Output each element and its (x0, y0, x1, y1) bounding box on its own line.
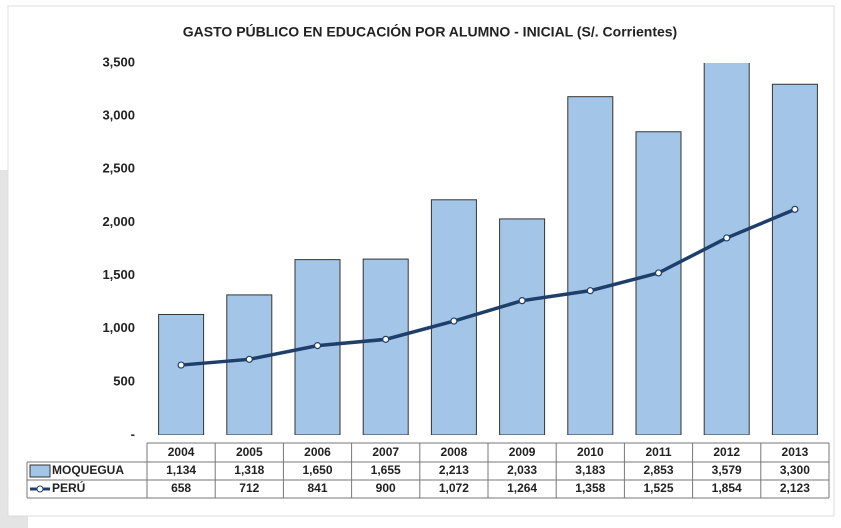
data-label: 1,358 (575, 481, 605, 495)
line-marker (177, 361, 185, 369)
data-label: 900 (376, 481, 396, 495)
data-label: 2,123 (780, 481, 810, 495)
data-label: 1,318 (234, 463, 264, 477)
line-marker (654, 269, 663, 277)
line-marker (313, 342, 322, 350)
legend-label: MOQUEGUA (52, 463, 124, 477)
x-tick-label: 2012 (713, 445, 740, 459)
y-tick-label: 3,500 (102, 54, 135, 69)
data-label: 2,033 (507, 463, 537, 477)
data-label: 1,650 (302, 463, 332, 477)
data-label: 712 (239, 481, 259, 495)
line-marker (723, 234, 731, 242)
x-tick-label: 2004 (168, 445, 195, 459)
plot-area (158, 63, 818, 435)
data-label: 1,072 (439, 481, 469, 495)
y-tick-label: 2,500 (102, 161, 135, 176)
data-label: 658 (171, 481, 191, 495)
data-label: 1,264 (507, 481, 537, 495)
bar (362, 258, 409, 435)
chart-title: GASTO PÚBLICO EN EDUCACIÓN POR ALUMNO - … (183, 23, 677, 40)
y-tick-label: 2,000 (102, 214, 135, 229)
x-tick-label: 2010 (577, 445, 604, 459)
legend-swatch (29, 464, 51, 478)
y-tick-label: 3,000 (102, 108, 135, 123)
bar (703, 63, 750, 435)
data-label: 1,854 (712, 481, 742, 495)
legend-swatch (36, 485, 44, 493)
x-tick-label: 2006 (304, 445, 331, 459)
bar (226, 294, 273, 435)
line-marker (245, 355, 253, 363)
bar (771, 83, 818, 435)
line-marker (518, 297, 526, 305)
bar (158, 313, 205, 435)
data-label: 1,655 (371, 463, 401, 477)
x-tick-label: 2009 (509, 445, 536, 459)
y-tick-label: - (131, 426, 135, 441)
line-marker (791, 205, 799, 213)
line (180, 207, 796, 367)
data-label: 1,525 (643, 481, 673, 495)
data-label: 2,853 (643, 463, 673, 477)
y-tick-label: 1,500 (102, 267, 135, 282)
bar (635, 131, 682, 435)
line-marker (450, 317, 458, 325)
data-label: 1,134 (166, 463, 196, 477)
line-marker (586, 287, 594, 295)
y-tick-label: 1,000 (102, 320, 135, 335)
x-tick-label: 2005 (236, 445, 263, 459)
chart-frame (7, 5, 835, 517)
data-label: 2,213 (439, 463, 469, 477)
data-label: 3,183 (575, 463, 605, 477)
x-tick-label: 2007 (372, 445, 399, 459)
x-tick-label: 2013 (782, 445, 809, 459)
legend-label: PERÚ (52, 480, 85, 495)
data-label: 3,300 (780, 463, 810, 477)
bar (567, 96, 614, 435)
x-tick-label: 2011 (645, 445, 671, 459)
data-label: 841 (307, 481, 327, 495)
bar (499, 218, 546, 435)
y-tick-label: 500 (113, 373, 135, 388)
data-label: 3,579 (712, 463, 742, 477)
x-tick-label: 2008 (441, 445, 468, 459)
line-marker (382, 335, 390, 343)
